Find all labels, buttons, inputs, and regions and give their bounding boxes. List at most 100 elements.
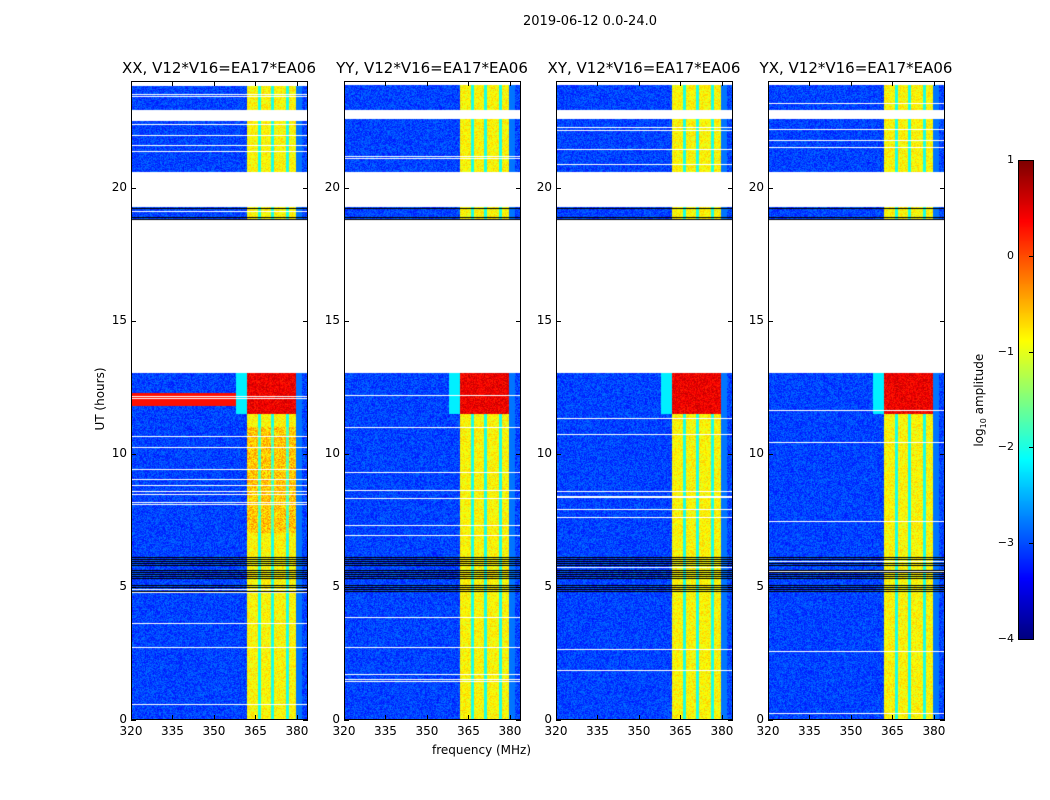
y-tick-mark: [131, 586, 136, 588]
x-tick-mark: [131, 715, 132, 720]
spectrogram-panel-yy: [344, 81, 521, 720]
x-tick-mark: [556, 81, 557, 86]
x-tick-mark: [638, 715, 640, 720]
x-tick-label: 350: [627, 724, 651, 738]
x-tick-mark: [509, 715, 511, 720]
y-tick-label: 20: [536, 179, 552, 194]
y-tick-label: 5: [332, 578, 340, 593]
x-tick-mark: [131, 81, 132, 86]
colorbar-tick-mark: [1029, 160, 1034, 161]
x-tick-mark: [426, 81, 428, 86]
x-tick-mark: [721, 715, 723, 720]
x-tick-mark: [850, 81, 852, 86]
panel-title: XY, V12*V16=EA17*EA06: [547, 59, 741, 77]
spectrogram-panel-xy: [556, 81, 733, 720]
x-tick-label: 335: [161, 724, 184, 738]
y-tick-mark: [728, 586, 733, 588]
y-tick-mark: [556, 320, 561, 322]
y-tick-mark: [131, 187, 136, 189]
x-tick-mark: [933, 715, 935, 720]
x-tick-label: 350: [839, 724, 863, 738]
y-tick-mark: [728, 720, 733, 721]
x-tick-label: 365: [457, 724, 480, 738]
y-tick-label: 10: [536, 445, 552, 460]
x-tick-mark: [385, 81, 387, 86]
x-tick-label: 365: [244, 724, 267, 738]
colorbar-tick-mark: [1029, 447, 1034, 449]
colorbar: [1018, 160, 1034, 640]
y-tick-mark: [728, 187, 733, 189]
y-tick-mark: [728, 320, 733, 322]
heatmap-image: [345, 82, 520, 719]
colorbar-tick-mark: [1029, 255, 1034, 257]
x-tick-label: 320: [119, 724, 143, 738]
x-tick-label: 380: [710, 724, 734, 738]
figure-title: 2019-06-12 0.0-24.0: [523, 14, 657, 29]
y-tick-label: 5: [119, 578, 127, 593]
y-tick-mark: [940, 453, 945, 455]
y-tick-label: 5: [756, 578, 764, 593]
y-tick-label: 0: [756, 712, 764, 726]
y-tick-label: 0: [332, 712, 340, 726]
x-tick-mark: [680, 81, 682, 86]
y-tick-mark: [556, 720, 561, 721]
panel-title: YX, V12*V16=EA17*EA06: [759, 59, 953, 77]
y-tick-mark: [516, 720, 521, 721]
x-tick-mark: [172, 715, 174, 720]
x-tick-label: 365: [881, 724, 904, 738]
colorbar-tick-label: 0: [1007, 248, 1014, 262]
y-tick-mark: [768, 720, 773, 721]
x-tick-label: 350: [202, 724, 226, 738]
y-tick-mark: [768, 187, 773, 189]
x-tick-mark: [809, 715, 811, 720]
x-tick-mark: [296, 81, 298, 86]
y-tick-mark: [768, 586, 773, 588]
y-tick-mark: [768, 320, 773, 322]
y-tick-mark: [728, 453, 733, 455]
colorbar-tick-mark: [1029, 351, 1034, 353]
heatmap-image: [557, 82, 732, 719]
y-tick-mark: [940, 320, 945, 322]
x-tick-mark: [213, 715, 215, 720]
y-tick-label: 10: [748, 445, 764, 460]
colorbar-tick-mark: [1029, 639, 1034, 640]
spectrogram-panel-yx: [768, 81, 945, 720]
y-tick-mark: [940, 586, 945, 588]
x-tick-label: 350: [415, 724, 439, 738]
colorbar-tick-label: −4: [997, 632, 1014, 645]
colorbar-tick-mark: [1029, 543, 1034, 545]
x-tick-label: 380: [498, 724, 522, 738]
y-tick-label: 5: [544, 578, 552, 593]
colorbar-tick-label: −3: [997, 536, 1014, 550]
spectrogram-panel-xx: [131, 81, 308, 720]
y-tick-mark: [344, 453, 349, 455]
y-tick-label: 0: [119, 712, 127, 726]
x-tick-mark: [933, 81, 935, 86]
x-tick-mark: [385, 715, 387, 720]
y-tick-label: 15: [536, 312, 552, 327]
x-tick-mark: [426, 715, 428, 720]
x-tick-mark: [344, 715, 345, 720]
y-tick-mark: [556, 586, 561, 588]
x-tick-label: 365: [669, 724, 692, 738]
y-tick-mark: [344, 187, 349, 189]
x-tick-label: 335: [374, 724, 397, 738]
y-tick-mark: [303, 453, 308, 455]
x-tick-label: 320: [756, 724, 780, 738]
y-tick-label: 20: [324, 179, 340, 194]
panel-title: YY, V12*V16=EA17*EA06: [336, 59, 528, 77]
heatmap-image: [769, 82, 944, 719]
y-tick-mark: [516, 586, 521, 588]
y-axis-label: UT (hours): [93, 367, 107, 431]
y-tick-mark: [516, 453, 521, 455]
y-tick-mark: [303, 187, 308, 189]
y-tick-mark: [516, 320, 521, 322]
y-tick-mark: [344, 720, 349, 721]
y-tick-mark: [556, 453, 561, 455]
y-tick-mark: [131, 320, 136, 322]
y-tick-mark: [303, 320, 308, 322]
x-tick-mark: [768, 715, 769, 720]
x-tick-label: 380: [922, 724, 946, 738]
x-tick-mark: [721, 81, 723, 86]
